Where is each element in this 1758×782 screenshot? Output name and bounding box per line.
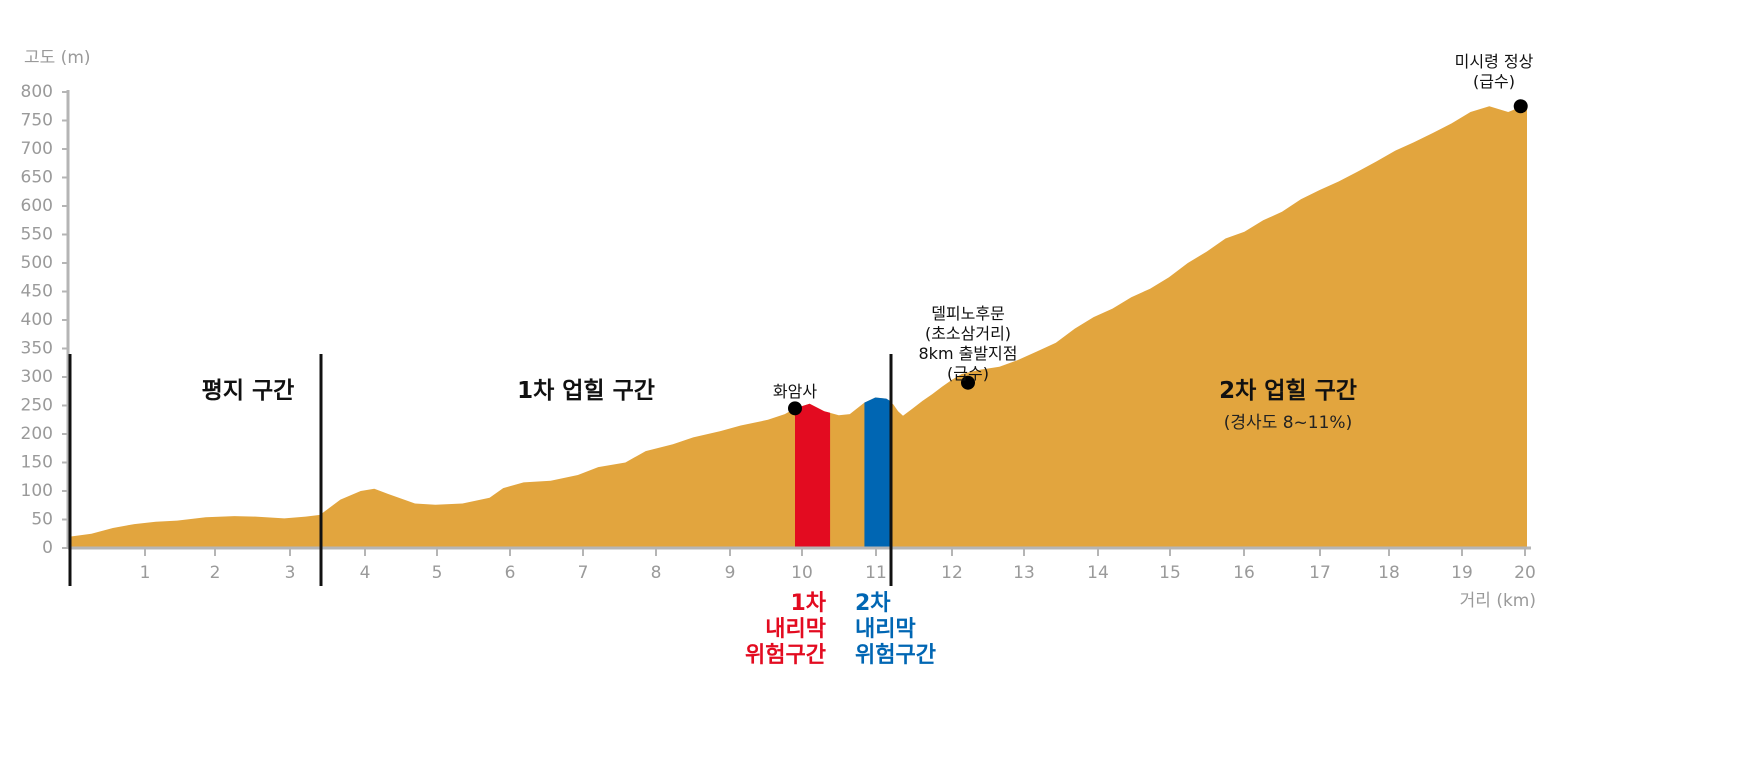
x-tick-label: 6 bbox=[505, 563, 516, 583]
y-tick-label: 550 bbox=[21, 225, 53, 245]
danger-zone-label: 1차 bbox=[790, 591, 826, 616]
point-annotation: 8km 출발지점 bbox=[919, 344, 1018, 363]
y-tick-label: 750 bbox=[21, 111, 53, 131]
danger-zone-label: 2차 bbox=[855, 591, 891, 616]
section-label: 2차 업힐 구간 bbox=[1219, 378, 1357, 404]
x-tick-label: 1 bbox=[140, 563, 151, 583]
y-tick-label: 500 bbox=[21, 253, 53, 273]
x-tick-label: 12 bbox=[941, 563, 963, 583]
y-tick-label: 250 bbox=[21, 396, 53, 416]
marker-point bbox=[1513, 99, 1528, 114]
y-tick-label: 0 bbox=[42, 538, 53, 558]
y-tick-label: 100 bbox=[21, 481, 53, 501]
y-tick-label: 600 bbox=[21, 196, 53, 216]
elevation-area bbox=[70, 104, 1527, 548]
section-label: 1차 업힐 구간 bbox=[517, 378, 655, 404]
danger-zone-label: 내리막 bbox=[765, 617, 826, 642]
x-tick-label: 11 bbox=[865, 563, 887, 583]
danger-zone-label: 내리막 bbox=[855, 617, 916, 642]
y-tick-label: 350 bbox=[21, 339, 53, 359]
x-tick-label: 2 bbox=[210, 563, 221, 583]
x-tick-label: 18 bbox=[1378, 563, 1400, 583]
section-sublabel: (경사도 8~11%) bbox=[1224, 413, 1352, 433]
marker-point bbox=[961, 375, 975, 390]
point-annotation: 화암사 bbox=[773, 382, 817, 401]
marker-point bbox=[788, 401, 802, 416]
y-tick-label: 400 bbox=[21, 310, 53, 330]
point-annotation: 미시령 정상 bbox=[1455, 52, 1534, 71]
danger-zone-2 bbox=[864, 397, 891, 548]
x-tick-label: 19 bbox=[1451, 563, 1473, 583]
y-tick-label: 300 bbox=[21, 367, 53, 387]
x-tick-label: 14 bbox=[1087, 563, 1109, 583]
point-annotation: 델피노후문 bbox=[931, 304, 1005, 323]
x-tick-label: 8 bbox=[651, 563, 662, 583]
y-tick-label: 700 bbox=[21, 139, 53, 159]
y-tick-label: 650 bbox=[21, 168, 53, 188]
y-tick-label: 50 bbox=[31, 510, 53, 530]
x-tick-label: 15 bbox=[1159, 563, 1181, 583]
danger-zone-label: 위험구간 bbox=[855, 642, 936, 668]
x-tick-label: 10 bbox=[791, 563, 813, 583]
danger-zone-1 bbox=[795, 403, 831, 548]
y-tick-label: 200 bbox=[21, 424, 53, 444]
x-tick-label: 20 bbox=[1514, 563, 1536, 583]
x-tick-label: 3 bbox=[285, 563, 296, 583]
section-label: 평지 구간 bbox=[202, 378, 295, 404]
axis-layer: 0 50 100 150 200 250 300 350 400 450 500 550 600 650 7… bbox=[21, 48, 1536, 611]
x-tick-label: 9 bbox=[725, 563, 736, 583]
y-tick-label: 800 bbox=[21, 82, 53, 102]
x-tick-label: 13 bbox=[1013, 563, 1035, 583]
y-axis-title: 고도 (m) bbox=[24, 48, 91, 68]
x-tick-label: 7 bbox=[578, 563, 589, 583]
x-tick-label: 17 bbox=[1309, 563, 1331, 583]
area-layer bbox=[70, 104, 1527, 548]
point-annotation: (초소삼거리) bbox=[925, 324, 1011, 343]
danger-zone-label: 위험구간 bbox=[745, 642, 826, 668]
point-annotation: (급수) bbox=[947, 364, 989, 383]
x-tick-label: 4 bbox=[360, 563, 371, 583]
x-axis-title: 거리 (km) bbox=[1460, 591, 1536, 611]
y-tick-label: 150 bbox=[21, 453, 53, 473]
label-layer: 평지 구간 1차 업힐 구간 2차 업힐 구간 (경사도 8~11%) 화암사 델피노후문… bbox=[202, 52, 1534, 668]
x-tick-label: 5 bbox=[432, 563, 443, 583]
point-annotation: (급수) bbox=[1473, 72, 1515, 91]
x-tick-label: 16 bbox=[1233, 563, 1255, 583]
y-tick-label: 450 bbox=[21, 282, 53, 302]
